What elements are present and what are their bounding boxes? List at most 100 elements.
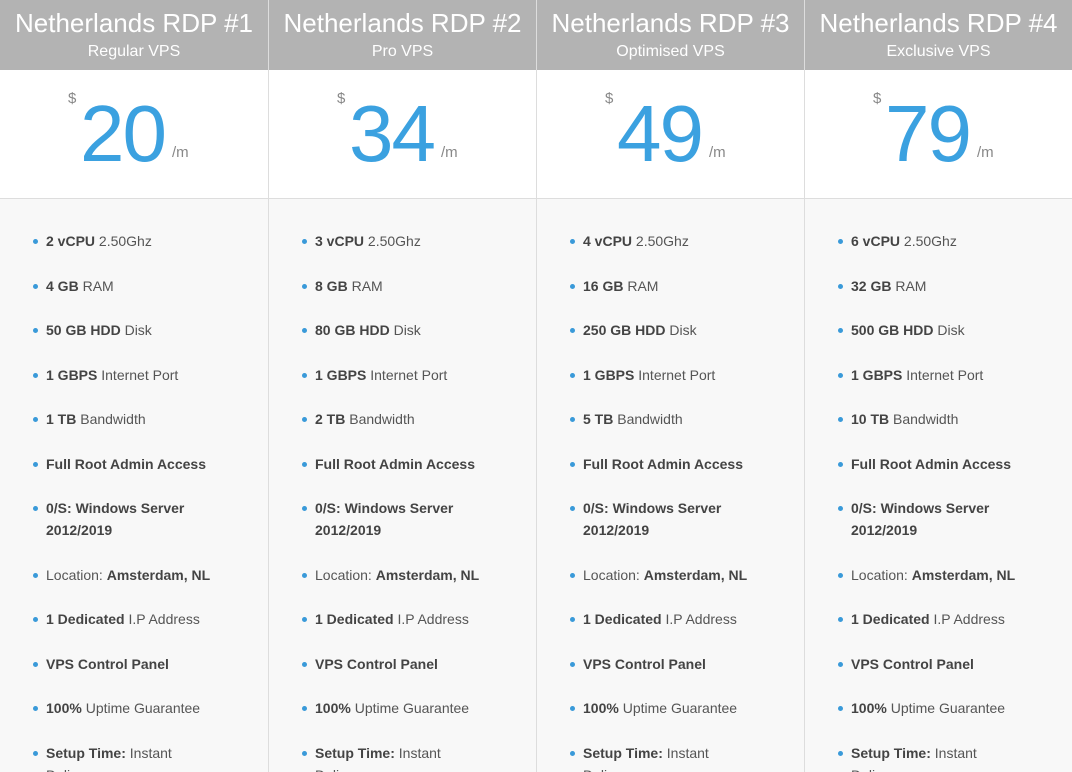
feature-text: RAM [82, 277, 114, 294]
feature-text: 1 Dedicated [315, 611, 394, 627]
period: /m [441, 144, 458, 161]
feature-text: RAM [351, 277, 383, 294]
feature: VPS Control Panel [838, 653, 1031, 675]
feature-text: Amsterdam, NL [106, 566, 211, 583]
period: /m [977, 144, 994, 161]
feature-text: I.P Address [665, 611, 737, 627]
feature: 2 vCPU 2.50Ghz [33, 230, 226, 252]
feature-text: 1 Dedicated [583, 611, 662, 627]
feature-text: 500 GB HDD [851, 322, 934, 338]
currency: $ [337, 90, 346, 107]
feature-text: Disk [669, 322, 697, 338]
feature: Location: Amsterdam, NL [838, 564, 1031, 586]
feature-text: RAM [895, 277, 927, 294]
feature: Location: Amsterdam, NL [570, 564, 763, 586]
feature-text: 6 vCPU [851, 233, 901, 249]
plan-header: Netherlands RDP #3 Optimised VPS [537, 0, 804, 70]
feature: 2 TB Bandwidth [302, 408, 495, 430]
feature: 0/S: Windows Server 2012/2019 [838, 497, 1031, 541]
feature-text: Location: [315, 566, 372, 583]
feature-text: Full Root Admin Access [851, 455, 1011, 472]
feature-text: 80 GB HDD [315, 322, 390, 338]
price: 79 [885, 89, 972, 178]
feature-text: I.P Address [397, 611, 469, 627]
feature: 4 GB RAM [33, 275, 226, 297]
plan-title: Netherlands RDP #2 [283, 8, 522, 38]
feature-text: Internet Port [638, 366, 716, 383]
feature-text: 2 vCPU [46, 233, 96, 249]
plan-column: Netherlands RDP #1 Regular VPS $20/m 2 vCPU… [0, 0, 268, 772]
feature-text: Setup Time: [583, 744, 663, 761]
feature-text: Amsterdam, NL [375, 566, 480, 583]
feature-text: 0/S: Windows Server 2012/2019 [46, 500, 185, 538]
feature-text: Internet Port [906, 366, 984, 383]
feature-list: 4 vCPU 2.50Ghz 16 GB RAM 250 GB HDD Disk 1 … [537, 199, 763, 772]
feature-list: 3 vCPU 2.50Ghz 8 GB RAM 80 GB HDD Disk 1 GB… [269, 199, 495, 772]
feature-text: 0/S: Windows Server 2012/2019 [315, 500, 454, 538]
feature-text: 10 TB [851, 411, 890, 427]
plan-column: Netherlands RDP #3 Optimised VPS $49/m 4 vC… [536, 0, 804, 772]
feature-text: Uptime Guarantee [354, 700, 470, 716]
feature-text: 1 GBPS [315, 366, 367, 383]
feature-text: Internet Port [101, 366, 179, 383]
feature-text: Amsterdam, NL [643, 566, 748, 583]
feature: 0/S: Windows Server 2012/2019 [33, 497, 226, 541]
feature: 6 vCPU 2.50Ghz [838, 230, 1031, 252]
plan-title: Netherlands RDP #4 [819, 8, 1058, 38]
feature-text: 4 vCPU [583, 233, 633, 249]
feature-text: Full Root Admin Access [46, 455, 206, 472]
feature-text: VPS Control Panel [583, 655, 706, 672]
feature-text: VPS Control Panel [315, 655, 438, 672]
feature: Setup Time: Instant Delivery [33, 742, 226, 772]
feature-text: 2 TB [315, 411, 346, 427]
feature: Setup Time: Instant Delivery [838, 742, 1031, 772]
feature: 1 Dedicated I.P Address [838, 608, 1031, 630]
price: 20 [80, 89, 167, 178]
feature: 1 Dedicated I.P Address [302, 608, 495, 630]
feature: Full Root Admin Access [838, 453, 1031, 475]
feature-text: Disk [393, 322, 421, 338]
feature-text: 100% [46, 700, 82, 716]
period: /m [709, 144, 726, 161]
plan-title: Netherlands RDP #1 [15, 8, 253, 38]
feature: VPS Control Panel [33, 653, 226, 675]
plan-header: Netherlands RDP #2 Pro VPS [269, 0, 536, 70]
feature: 1 GBPS Internet Port [302, 364, 495, 386]
plan-header: Netherlands RDP #1 Regular VPS [0, 0, 268, 70]
feature-text: Setup Time: [46, 744, 126, 761]
feature: VPS Control Panel [302, 653, 495, 675]
feature-text: VPS Control Panel [851, 655, 974, 672]
feature-text: Uptime Guarantee [890, 700, 1006, 716]
plan-subtitle: Pro VPS [371, 43, 434, 60]
feature-text: RAM [627, 277, 659, 294]
price-box: $34/m [269, 70, 536, 199]
feature-text: 3 vCPU [315, 233, 365, 249]
feature-text: 2.50Ghz [903, 233, 957, 249]
feature-text: 16 GB [583, 277, 624, 294]
currency: $ [68, 90, 77, 107]
feature: 32 GB RAM [838, 275, 1031, 297]
currency: $ [873, 90, 882, 107]
feature-text: Full Root Admin Access [315, 455, 475, 472]
currency: $ [605, 90, 614, 107]
feature-text: Setup Time: [851, 744, 931, 761]
feature: 1 GBPS Internet Port [570, 364, 763, 386]
feature: Full Root Admin Access [570, 453, 763, 475]
feature-text: Internet Port [370, 366, 448, 383]
feature: 250 GB HDD Disk [570, 319, 763, 341]
feature-text: Bandwidth [80, 411, 146, 427]
feature-text: Instant Delivery [315, 744, 441, 772]
feature-text: 4 GB [46, 277, 79, 294]
feature-text: Bandwidth [617, 411, 683, 427]
feature-text: 0/S: Windows Server 2012/2019 [583, 500, 722, 538]
plan-column: Netherlands RDP #4 Exclusive VPS $79/m 6 vC… [804, 0, 1072, 772]
feature: 100% Uptime Guarantee [570, 697, 763, 719]
feature-list: 6 vCPU 2.50Ghz 32 GB RAM 500 GB HDD Disk 1 … [805, 199, 1031, 772]
feature: 50 GB HDD Disk [33, 319, 226, 341]
feature-text: 2.50Ghz [367, 233, 421, 249]
feature: 0/S: Windows Server 2012/2019 [570, 497, 763, 541]
feature: 500 GB HDD Disk [838, 319, 1031, 341]
feature: Full Root Admin Access [33, 453, 226, 475]
